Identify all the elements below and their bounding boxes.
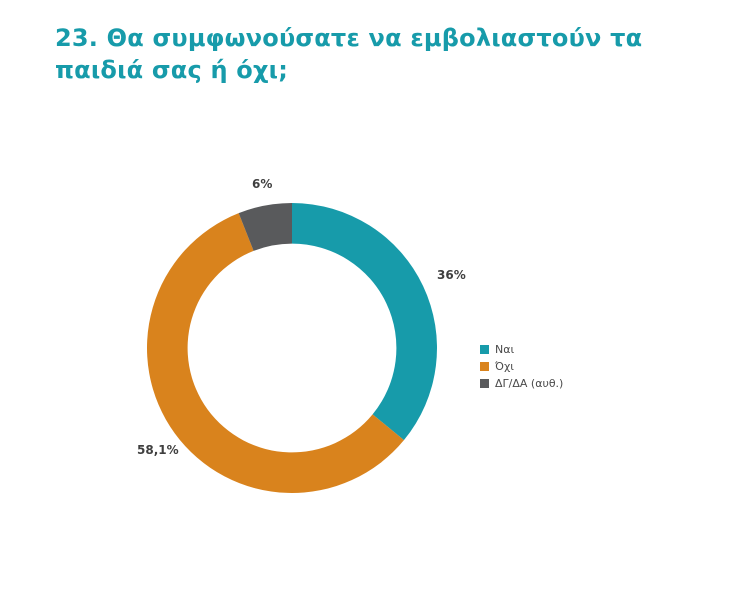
legend-item-oxi: Όχι bbox=[480, 360, 563, 373]
chart-legend: Ναι Όχι ΔΓ/ΔΑ (αυθ.) bbox=[480, 343, 563, 390]
donut-segment-1 bbox=[147, 213, 404, 493]
legend-label-nai: Ναι bbox=[495, 343, 515, 356]
donut-chart bbox=[147, 203, 437, 493]
data-label-dgda: 6% bbox=[252, 177, 273, 191]
legend-item-nai: Ναι bbox=[480, 343, 563, 356]
legend-swatch-nai bbox=[480, 345, 489, 354]
legend-swatch-oxi bbox=[480, 362, 489, 371]
donut-segment-2 bbox=[238, 203, 292, 251]
legend-swatch-dgda bbox=[480, 379, 489, 388]
legend-item-dgda: ΔΓ/ΔΑ (αυθ.) bbox=[480, 377, 563, 390]
data-label-oxi: 58,1% bbox=[137, 443, 179, 457]
legend-label-oxi: Όχι bbox=[495, 360, 515, 373]
data-label-nai: 36% bbox=[437, 268, 466, 282]
legend-label-dgda: ΔΓ/ΔΑ (αυθ.) bbox=[495, 377, 564, 390]
chart-title: 23. Θα συμφωνούσατε να εμβολιαστούν τα π… bbox=[55, 24, 643, 85]
donut-segment-0 bbox=[292, 203, 437, 441]
